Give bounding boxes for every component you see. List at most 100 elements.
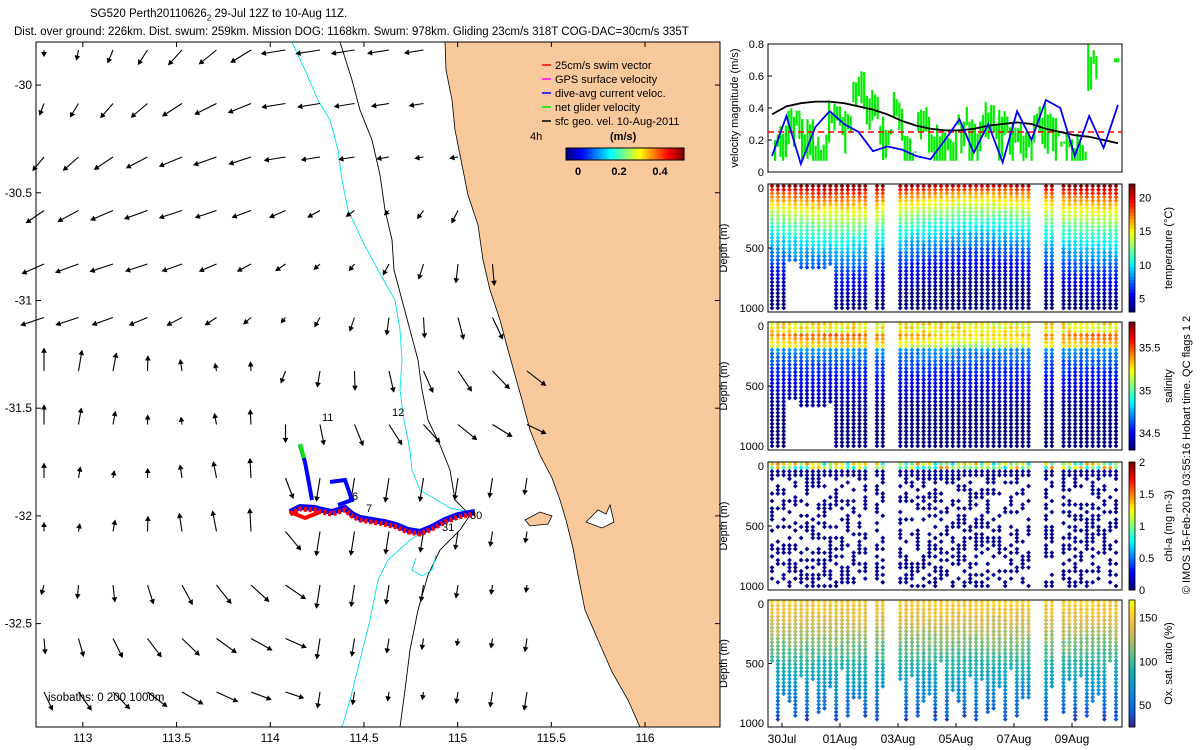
current-arrowhead [178,416,185,423]
temperature-sample [1026,198,1031,204]
temperature-sample [932,242,938,248]
current-arrowhead [459,334,466,340]
temperature-sample [921,190,926,196]
current-arrowhead [194,213,201,219]
temperature-colorbar-cell [1129,273,1135,278]
temperature-sample [781,257,787,263]
temperature-sample [996,268,1002,274]
temperature-sample [1026,290,1031,296]
temperature-sample [857,290,862,296]
temperature-sample [804,257,810,263]
current-arrowhead [522,646,529,653]
temperature-sample [1061,287,1066,292]
temperature-sample [833,279,839,285]
temperature-sample [996,276,1002,281]
temperature-sample [769,198,775,204]
temperature-sample [822,264,827,270]
temperature-sample [769,283,775,289]
map-x-tick-label: 115 [448,731,467,745]
temperature-sample [1061,209,1066,215]
temperature-sample [874,287,880,292]
temperature-sample [962,231,967,237]
temperature-sample [816,187,822,193]
temperature-sample [944,190,950,196]
temperature-sample [792,227,798,233]
salinity-colorbar-cell [1129,386,1135,390]
temperature-sample [921,194,926,200]
track-label: 30 [470,510,482,522]
temperature-sample [1020,261,1026,267]
temperature-sample [1026,257,1031,263]
temperature-sample [1066,268,1072,274]
temperature-sample [1026,287,1031,292]
temperature-sample [973,279,979,285]
net-glider-velocity-bar [938,136,941,161]
current-arrowhead [288,493,295,500]
temperature-sample [903,283,909,289]
temperature-sample [822,190,827,196]
temperature-sample [845,283,851,289]
temperature-sample [769,276,775,281]
temperature-sample [810,227,816,233]
temperature-sample [845,261,851,267]
temperature-sample [857,257,862,263]
temperature-sample [927,213,932,218]
temperature-sample [1026,239,1031,244]
temperature-sample [775,242,781,248]
net-glider-velocity-bar [1030,140,1033,161]
temperature-sample [769,294,775,300]
temperature-sample [816,224,822,230]
temperature-sample [1002,261,1008,267]
temperature-sample [973,216,979,222]
temperature-sample [1014,261,1020,267]
temperature-sample [857,198,862,204]
temperature-sample [1049,268,1055,274]
temperature-sample [827,239,833,244]
current-arrowhead [522,489,528,496]
temperature-sample [833,283,839,289]
temperature-sample [967,224,973,230]
temperature-sample [921,257,926,263]
temperature-sample [862,209,868,215]
temperature-sample [950,202,956,207]
temperature-sample [1026,261,1031,267]
temperature-sample [938,250,944,255]
temperature-sample [1002,220,1008,226]
temperature-sample [845,227,851,233]
temperature-sample [787,224,792,230]
temperature-sample [973,264,979,270]
temperature-sample [909,205,915,211]
temperature-sample [985,305,991,311]
temperature-sample [903,272,909,278]
temperature-sample [897,190,903,196]
net-glider-velocity-bar [1011,121,1014,161]
temperature-sample [781,287,787,292]
current-arrowhead [86,704,92,711]
temperature-sample [996,287,1002,292]
temperature-sample [827,261,833,267]
temperature-sample [1014,224,1020,230]
temperature-sample [827,205,833,211]
temperature-sample [775,220,781,226]
net-glider-velocity-bar [1017,128,1020,143]
temperature-sample [880,264,886,270]
temperature-sample [962,264,967,270]
temperature-sample [927,253,932,259]
temperature-sample [985,209,991,215]
temperature-sample [816,213,822,218]
net-glider-velocity-bar [860,71,863,104]
temperature-sample [897,279,903,285]
temperature-sample [857,283,862,289]
temperature-sample [816,190,822,196]
temperature-sample [979,268,985,274]
net-glider-velocity-bar [941,133,944,161]
temperature-sample [927,235,932,241]
temperature-sample [938,187,944,193]
net-glider-velocity-bar [855,82,858,106]
temperature-sample [862,264,868,270]
temperature-sample [1049,183,1055,189]
temperature-sample [932,183,938,189]
temperature-sample [781,250,787,255]
temperature-sample [991,235,996,241]
temperature-sample [932,283,938,289]
